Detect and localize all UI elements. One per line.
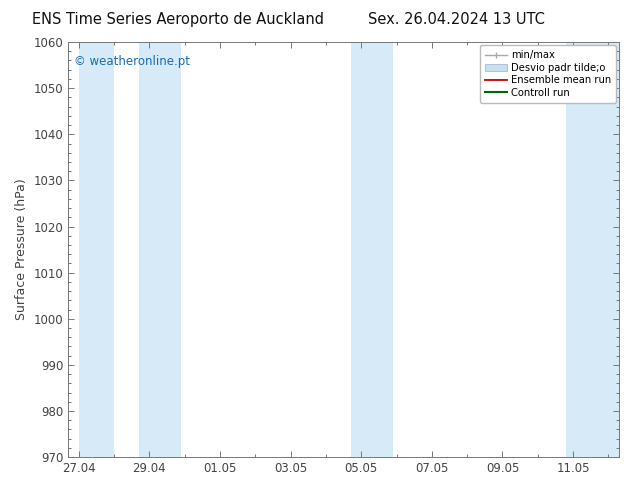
Bar	[139, 42, 181, 457]
Text: ENS Time Series Aeroporto de Auckland: ENS Time Series Aeroporto de Auckland	[32, 12, 323, 27]
Y-axis label: Surface Pressure (hPa): Surface Pressure (hPa)	[15, 179, 28, 320]
Bar	[566, 42, 619, 457]
Text: Sex. 26.04.2024 13 UTC: Sex. 26.04.2024 13 UTC	[368, 12, 545, 27]
Text: © weatheronline.pt: © weatheronline.pt	[74, 54, 190, 68]
Bar	[79, 42, 114, 457]
Bar	[351, 42, 393, 457]
Legend: min/max, Desvio padr tilde;o, Ensemble mean run, Controll run: min/max, Desvio padr tilde;o, Ensemble m…	[480, 45, 616, 102]
